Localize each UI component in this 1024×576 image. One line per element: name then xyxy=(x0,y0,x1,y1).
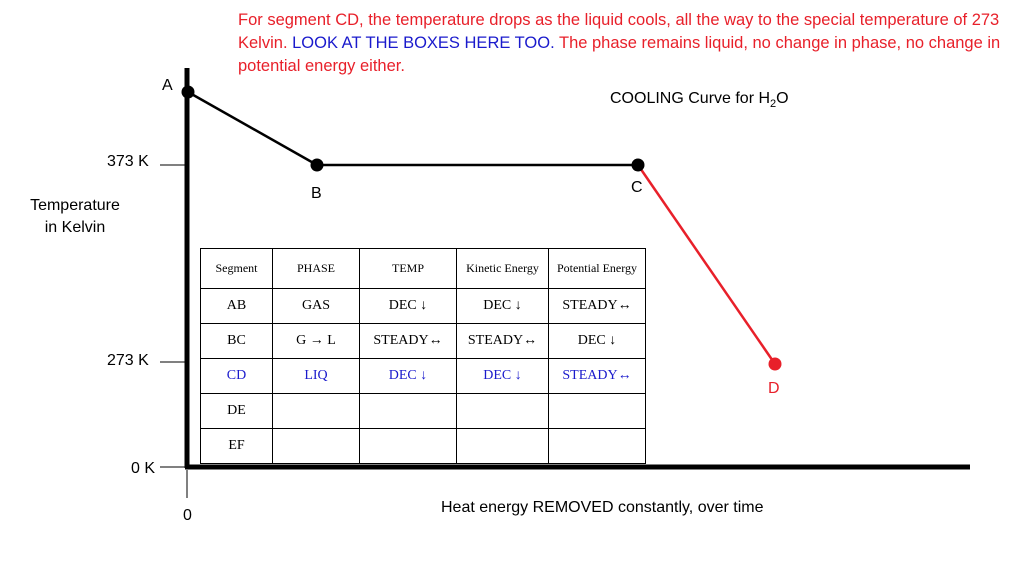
caption-part-3: The phase remains liquid, no change in p… xyxy=(238,34,1001,75)
y-axis-label-line1: Temperature xyxy=(30,197,120,214)
table-header-row: Segment PHASE TEMP Kinetic Energy Potent… xyxy=(200,248,646,289)
point-c xyxy=(631,158,645,172)
table-header-temp: TEMP xyxy=(359,248,457,289)
table-row: BC G → L STEADY↔ STEADY↔ DEC ↓ xyxy=(200,323,646,359)
table-cell: LIQ xyxy=(272,358,360,394)
table-cell xyxy=(272,393,360,429)
table-cell: STEADY↔ xyxy=(456,323,549,359)
table-cell: AB xyxy=(200,288,273,324)
table-cell: CD xyxy=(200,358,273,394)
table-header-potential: Potential Energy xyxy=(548,248,646,289)
segment-table: Segment PHASE TEMP Kinetic Energy Potent… xyxy=(200,248,646,464)
caption-text: For segment CD, the temperature drops as… xyxy=(238,9,1008,78)
table-cell: STEADY↔ xyxy=(359,323,457,359)
table-cell: STEADY↔ xyxy=(548,288,646,324)
point-d xyxy=(768,357,782,371)
y-axis-label: Temperature in Kelvin xyxy=(25,195,125,239)
chart-title: COOLING Curve for H2O xyxy=(610,90,789,110)
y-axis-label-line2: in Kelvin xyxy=(44,219,106,236)
point-label-c: C xyxy=(631,179,643,196)
table-row: EF xyxy=(200,428,646,464)
xtick-0: 0 xyxy=(183,507,192,524)
ytick-0: 0 K xyxy=(131,460,156,477)
point-label-a: A xyxy=(162,77,173,94)
table-cell: EF xyxy=(200,428,273,464)
table-row-highlighted: CD LIQ DEC ↓ DEC ↓ STEADY↔ xyxy=(200,358,646,394)
x-axis-label: Heat energy REMOVED constantly, over tim… xyxy=(441,499,764,516)
point-label-b: B xyxy=(311,185,322,202)
table-cell: GAS xyxy=(272,288,360,324)
chart-title-end: O xyxy=(776,90,789,107)
table-cell: DEC ↓ xyxy=(359,288,457,324)
table-row: AB GAS DEC ↓ DEC ↓ STEADY↔ xyxy=(200,288,646,324)
caption-part-1: For segment CD, the temperature drops as… xyxy=(238,11,1000,52)
table-cell: BC xyxy=(200,323,273,359)
table-cell xyxy=(548,428,646,464)
table-cell: DEC ↓ xyxy=(456,288,549,324)
table-header-segment: Segment xyxy=(200,248,273,289)
table-cell xyxy=(456,393,549,429)
chart-title-main: COOLING Curve for H xyxy=(610,90,771,107)
table-cell xyxy=(272,428,360,464)
point-label-d: D xyxy=(768,380,780,397)
table-header-kinetic: Kinetic Energy xyxy=(456,248,549,289)
table-row: DE xyxy=(200,393,646,429)
caption-part-2: LOOK AT THE BOXES HERE TOO. xyxy=(292,34,555,52)
table-cell xyxy=(359,428,457,464)
table-cell: DEC ↓ xyxy=(359,358,457,394)
segment-cd xyxy=(636,164,777,365)
table-cell: DE xyxy=(200,393,273,429)
table-cell: DEC ↓ xyxy=(548,323,646,359)
table-cell: G → L xyxy=(272,323,360,359)
table-header-phase: PHASE xyxy=(272,248,360,289)
ytick-373: 373 K xyxy=(107,153,149,170)
chart-title-sub: 2 xyxy=(770,98,777,111)
point-b xyxy=(310,158,324,172)
table-cell: STEADY↔ xyxy=(548,358,646,394)
table-cell xyxy=(359,393,457,429)
point-a xyxy=(181,85,195,99)
table-cell xyxy=(456,428,549,464)
table-cell: DEC ↓ xyxy=(456,358,549,394)
segment-ab xyxy=(187,90,318,167)
table-cell xyxy=(548,393,646,429)
ytick-273: 273 K xyxy=(107,352,149,369)
